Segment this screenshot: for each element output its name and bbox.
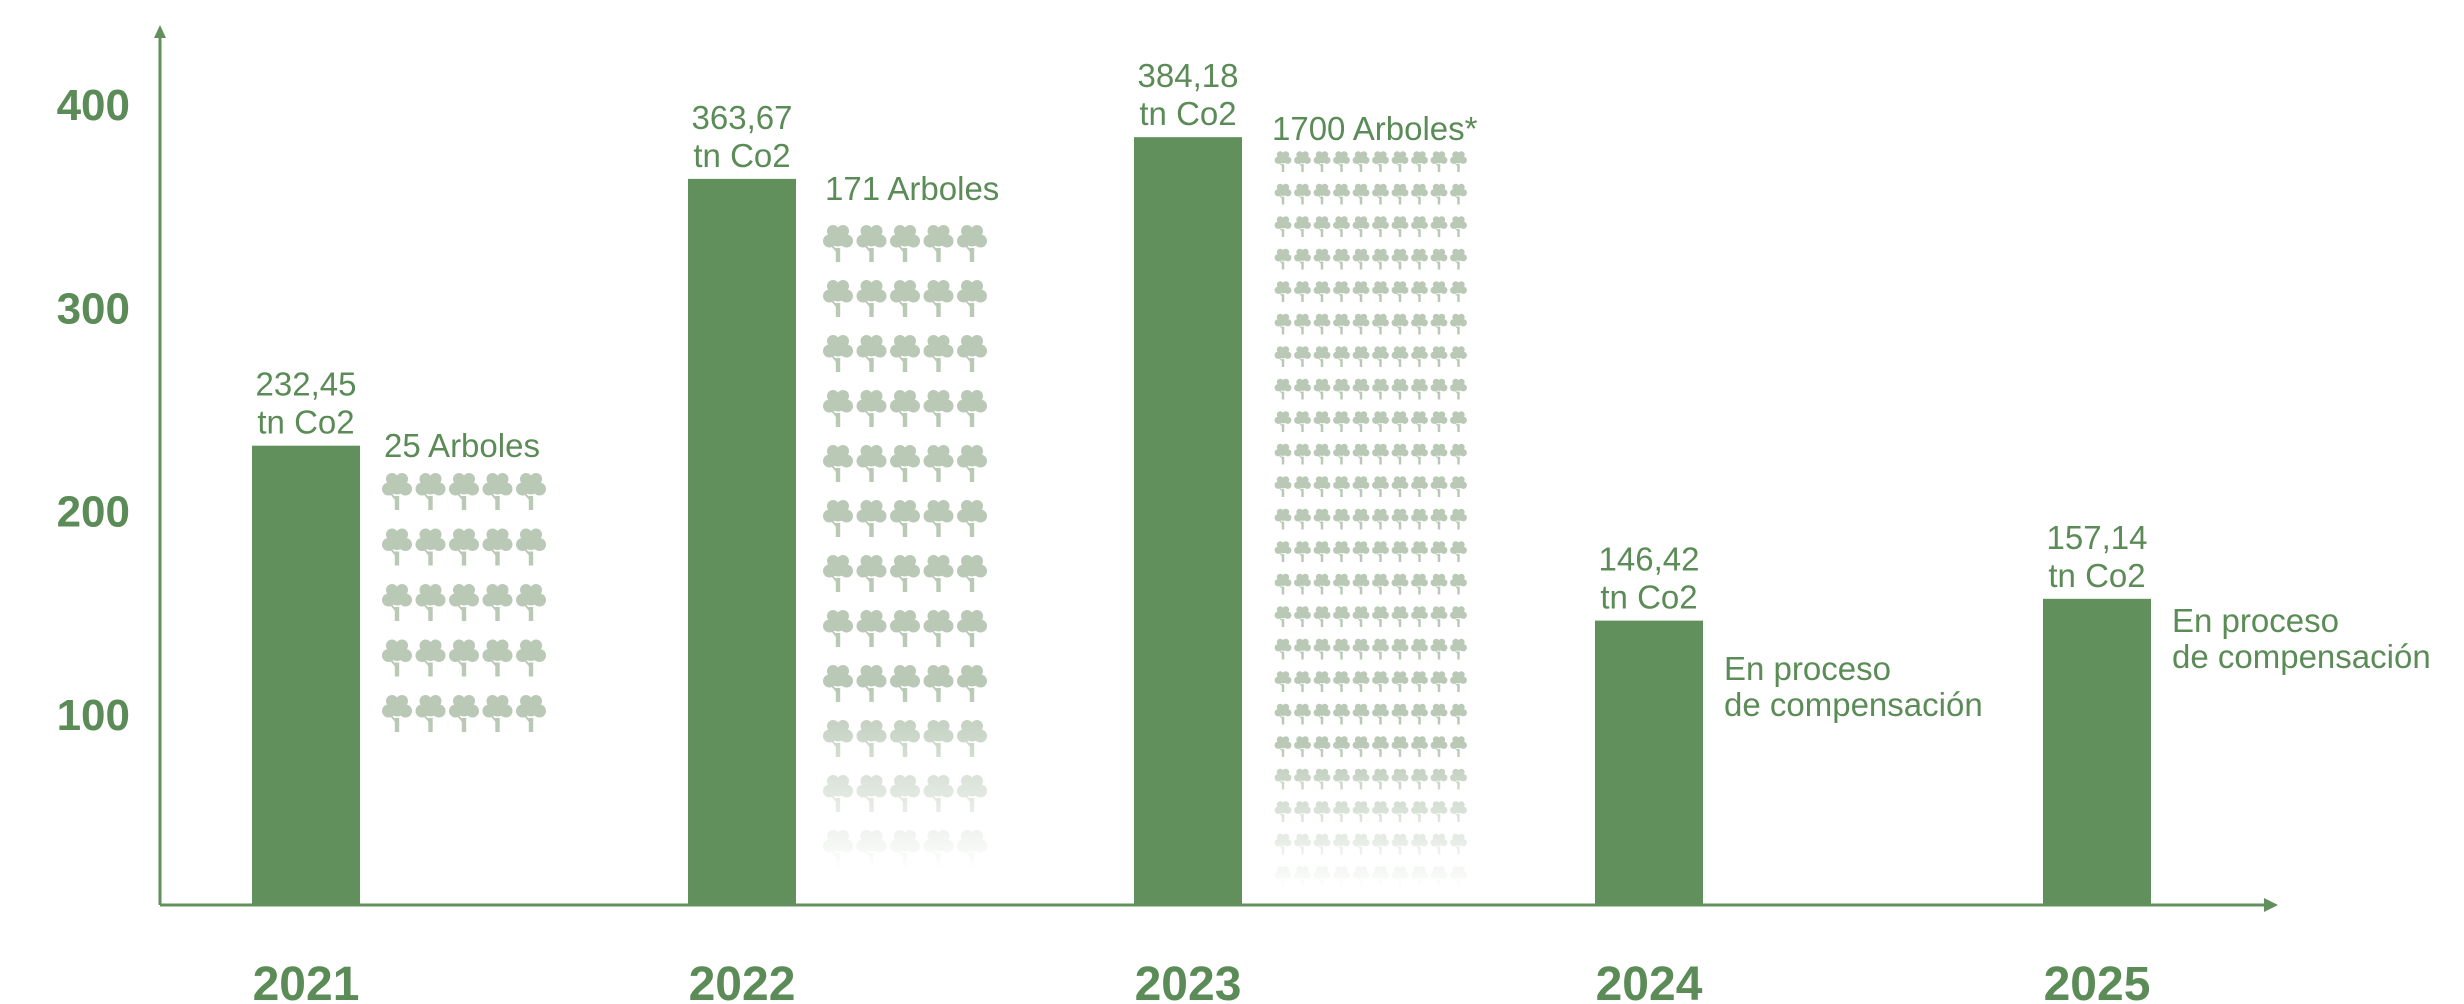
x-tick-label: 2024 [1596, 958, 1703, 1004]
value-label-line: 232,45 [256, 366, 357, 403]
tree-icon [449, 473, 479, 510]
tree-icon [516, 528, 546, 566]
bar-2022 [688, 178, 796, 906]
tree-icon [516, 639, 546, 677]
y-tick-label: 100 [57, 691, 130, 740]
y-tick-label: 200 [57, 488, 130, 537]
trees-label: 25 Arboles [384, 427, 540, 464]
tree-icon [449, 639, 479, 677]
tree-icon [449, 584, 479, 621]
x-tick-label: 2021 [253, 958, 360, 1004]
y-tick-labels: 100 200 300 400 [57, 81, 130, 740]
y-tick-label: 300 [57, 284, 130, 333]
tree-icon [516, 695, 546, 732]
tree-icon [415, 639, 446, 677]
trees-label: 171 Arboles [825, 170, 999, 207]
value-label: 363,67 tn Co2 [692, 99, 793, 174]
value-label-line: tn Co2 [257, 404, 354, 441]
tree-icon [449, 695, 479, 732]
tree-label-line: 1700 Arboles* [1272, 110, 1478, 147]
tree-grid-fade [818, 222, 1006, 871]
value-label: 146,42 tn Co2 [1599, 541, 1700, 616]
bar-2023 [1134, 137, 1242, 905]
tree-icon [382, 639, 412, 677]
x-tick-labels: 2021 2022 2023 2024 2025 [253, 958, 2151, 1004]
value-label-line: 384,18 [1138, 57, 1239, 94]
tree-icon [382, 695, 412, 732]
tree-label-line: En proceso [2172, 602, 2339, 639]
value-label-line: tn Co2 [2048, 557, 2145, 594]
x-tick-label: 2025 [2044, 958, 2151, 1004]
value-label-line: 363,67 [692, 99, 793, 136]
bars [252, 137, 2151, 906]
value-label-line: tn Co2 [1600, 579, 1697, 616]
value-label-line: tn Co2 [693, 137, 790, 174]
tree-icon [382, 528, 412, 566]
tree-icon [482, 528, 513, 566]
tree-label-line: de compensación [1724, 686, 1983, 723]
tree-icon [516, 473, 546, 510]
tree-icon [516, 584, 546, 621]
trees-label: 1700 Arboles* [1272, 110, 1478, 147]
x-tick-label: 2022 [689, 958, 796, 1004]
value-label-line: 157,14 [2047, 519, 2148, 556]
tree-icon [415, 473, 446, 510]
value-label-line: tn Co2 [1139, 95, 1236, 132]
tree-icon [415, 695, 446, 732]
bar-2021 [252, 445, 360, 905]
y-tick-label: 400 [57, 81, 130, 130]
bar-2025 [2043, 598, 2151, 905]
tree-icon [482, 473, 513, 510]
tree-label-line: de compensación [2172, 638, 2431, 675]
tree-label-line: 25 Arboles [384, 427, 540, 464]
tree-icon [482, 695, 513, 732]
tree-icon [382, 473, 412, 510]
tree-label-line: En proceso [1724, 650, 1891, 687]
tree-icon [482, 639, 513, 677]
tree-icon [482, 584, 513, 621]
y-axis-arrow-icon [154, 25, 166, 38]
tree-grid-2023 [1263, 149, 1478, 892]
tree-grid-fade [1263, 149, 1478, 892]
value-label: 384,18 tn Co2 [1138, 57, 1239, 132]
tree-icon [382, 584, 412, 621]
value-label: 232,45 tn Co2 [256, 366, 357, 441]
value-label: 157,14 tn Co2 [2047, 519, 2148, 594]
x-tick-label: 2023 [1135, 958, 1242, 1004]
tree-icon [415, 528, 446, 566]
compensation-label: En proceso de compensación [1724, 650, 1983, 723]
tree-icon [449, 528, 479, 566]
value-label-line: 146,42 [1599, 541, 1700, 578]
tree-icon [415, 584, 446, 621]
tree-grid-2021 [382, 473, 546, 732]
compensation-label: En proceso de compensación [2172, 602, 2431, 675]
bar-2024 [1595, 620, 1703, 905]
tree-label-line: 171 Arboles [825, 170, 999, 207]
tree-icon-grids [382, 149, 1478, 892]
tree-grid-2022 [818, 222, 1006, 871]
x-axis-arrow-icon [2264, 898, 2278, 912]
